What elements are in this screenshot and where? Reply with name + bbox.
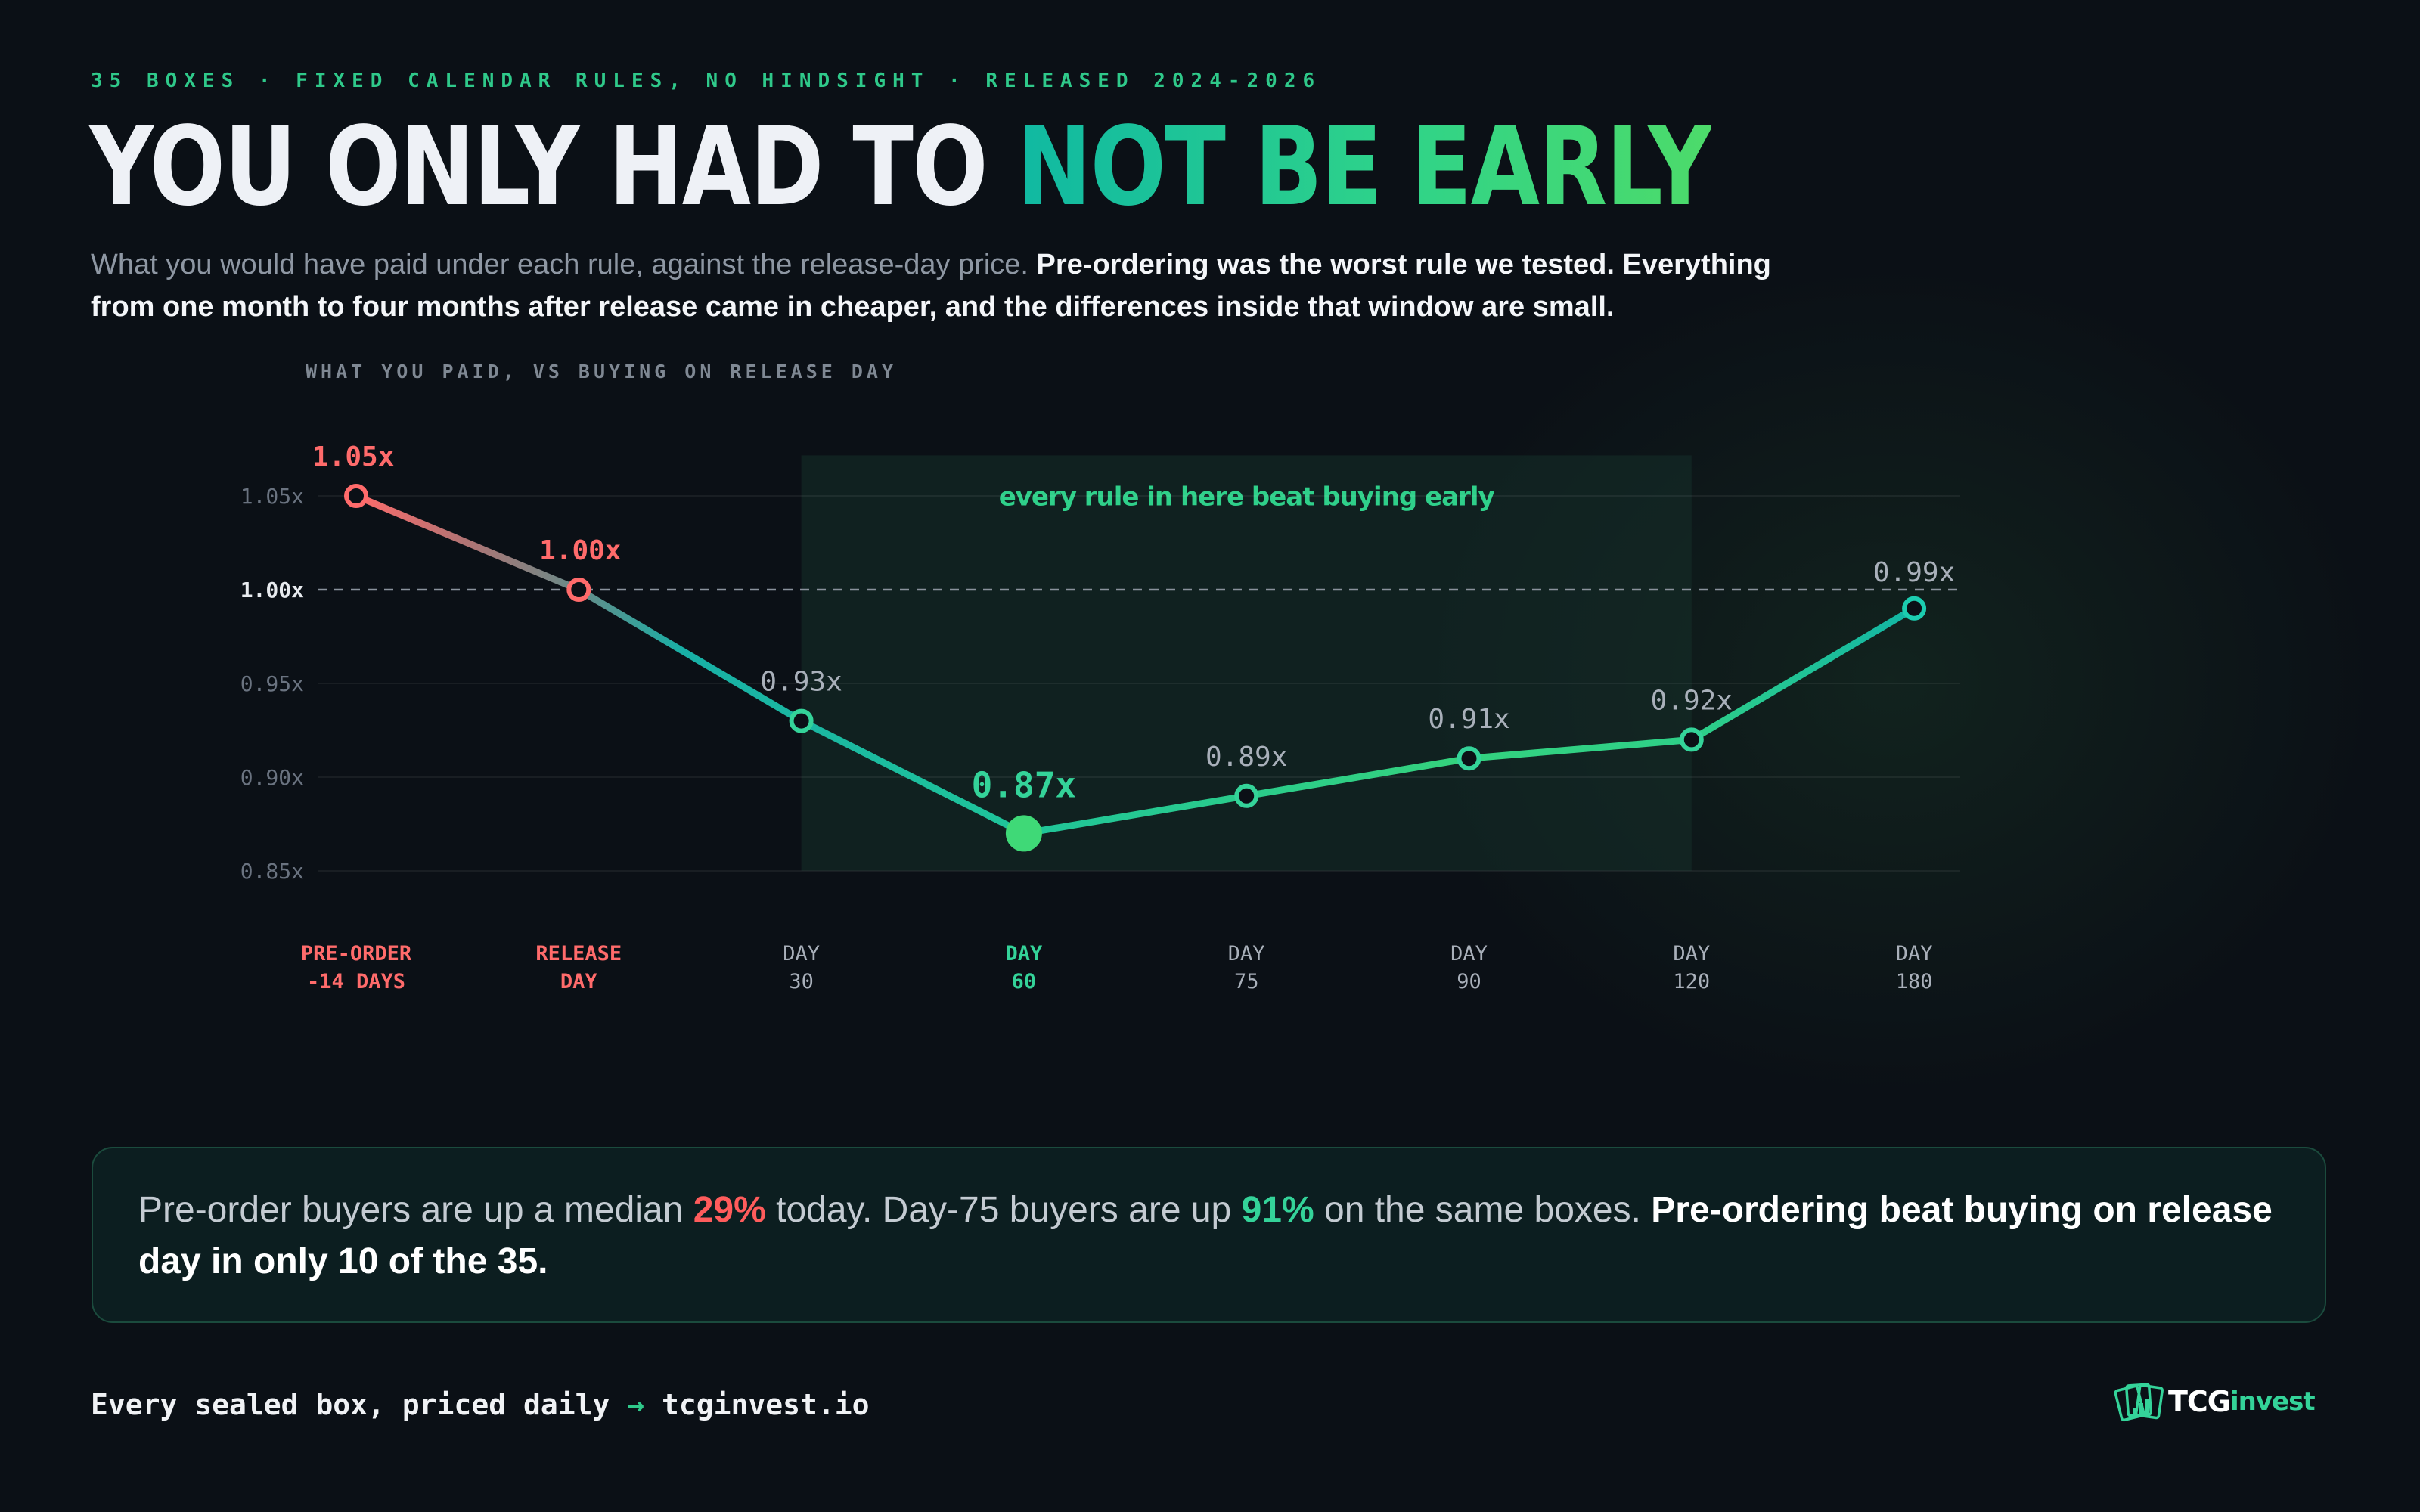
y-tick-label: 1.05x xyxy=(240,484,304,509)
x-tick-label: DAY xyxy=(1228,942,1265,965)
x-tick-label: 30 xyxy=(789,970,814,993)
data-label: 0.91x xyxy=(1428,704,1509,735)
x-tick-label: DAY xyxy=(1006,942,1044,965)
footer-url-link[interactable]: tcginvest.io xyxy=(662,1388,870,1421)
data-point xyxy=(344,484,368,508)
line-chart: WHAT YOU PAID, VS BUYING ON RELEASE DAY … xyxy=(240,361,1960,993)
x-tick-label: DAY xyxy=(1673,942,1710,965)
lede-bold: Pre-ordering was the worst rule we teste… xyxy=(91,249,1771,323)
cards-chart-logo-icon xyxy=(2114,1383,2164,1422)
y-tick-label: 0.90x xyxy=(240,765,304,790)
chart-title: WHAT YOU PAID, VS BUYING ON RELEASE DAY xyxy=(306,361,897,383)
data-point xyxy=(1234,783,1259,808)
data-label: 0.89x xyxy=(1205,742,1287,773)
footer-text: Every sealed box, priced daily xyxy=(91,1388,610,1421)
x-tick-label: PRE-ORDER xyxy=(301,942,412,965)
lede-plain: What you would have paid under each rule… xyxy=(91,249,1037,280)
headline: YOU ONLY HAD TO NOT BE EARLY xyxy=(89,103,1712,230)
x-tick-label: DAY xyxy=(560,970,598,993)
x-tick-label: DAY xyxy=(1896,942,1933,965)
brand-logo[interactable]: TCG invest xyxy=(2114,1377,2316,1426)
data-label: 1.05x xyxy=(312,442,394,472)
series-line xyxy=(352,492,1918,837)
footer-cta: Every sealed box, priced daily → tcginve… xyxy=(91,1388,870,1421)
y-tick-label: 1.00x xyxy=(240,578,304,603)
callout-text-2: today. Day-75 buyers are up xyxy=(765,1190,1242,1230)
headline-part-1: YOU ONLY HAD TO xyxy=(89,103,1017,230)
x-tick-label: RELEASE xyxy=(535,942,622,965)
data-point xyxy=(566,578,591,602)
x-tick-label: DAY xyxy=(783,942,820,965)
data-label: 0.93x xyxy=(760,667,842,698)
brand-name-invest: invest xyxy=(2230,1387,2316,1417)
callout-text-3: on the same boxes. xyxy=(1314,1190,1652,1230)
x-tick-label: DAY xyxy=(1450,942,1488,965)
data-point xyxy=(1679,727,1704,752)
insight-callout: Pre-order buyers are up a median 29% tod… xyxy=(92,1147,2326,1323)
data-label: 0.99x xyxy=(1873,557,1955,588)
y-tick-label: 0.85x xyxy=(240,859,304,884)
callout-bold: Pre-ordering beat buying on release day … xyxy=(138,1190,2273,1281)
callout-text-1: Pre-order buyers are up a median xyxy=(138,1190,693,1230)
x-tick-label: 180 xyxy=(1896,970,1933,993)
x-tick-label: 75 xyxy=(1234,970,1259,993)
data-point xyxy=(789,708,814,733)
callout-preorder-pct: 29% xyxy=(693,1190,766,1230)
x-tick-label: 120 xyxy=(1673,970,1710,993)
highlight-window-label: every rule in here beat buying early xyxy=(999,482,1495,512)
data-label: 1.00x xyxy=(539,535,621,566)
eyebrow-text: 35 BOXES · FIXED CALENDAR RULES, NO HIND… xyxy=(91,70,1322,92)
x-tick-label: -14 DAYS xyxy=(307,970,405,993)
x-tick-label: 60 xyxy=(1012,970,1037,993)
data-label: 0.87x xyxy=(972,764,1076,805)
highlight-window xyxy=(801,455,1692,871)
x-tick-label: 90 xyxy=(1457,970,1481,993)
brand-name-tcg: TCG xyxy=(2168,1385,2231,1418)
data-point-best xyxy=(1005,815,1042,852)
headline-part-2: NOT BE EARLY xyxy=(1016,103,1712,230)
data-point xyxy=(1902,596,1927,621)
y-tick-label: 0.95x xyxy=(240,671,304,696)
lede-paragraph: What you would have paid under each rule… xyxy=(91,243,1800,328)
data-label: 0.92x xyxy=(1651,685,1733,716)
data-point xyxy=(1457,746,1481,771)
callout-day75-pct: 91% xyxy=(1241,1190,1314,1230)
arrow-right-icon: → xyxy=(627,1388,645,1421)
